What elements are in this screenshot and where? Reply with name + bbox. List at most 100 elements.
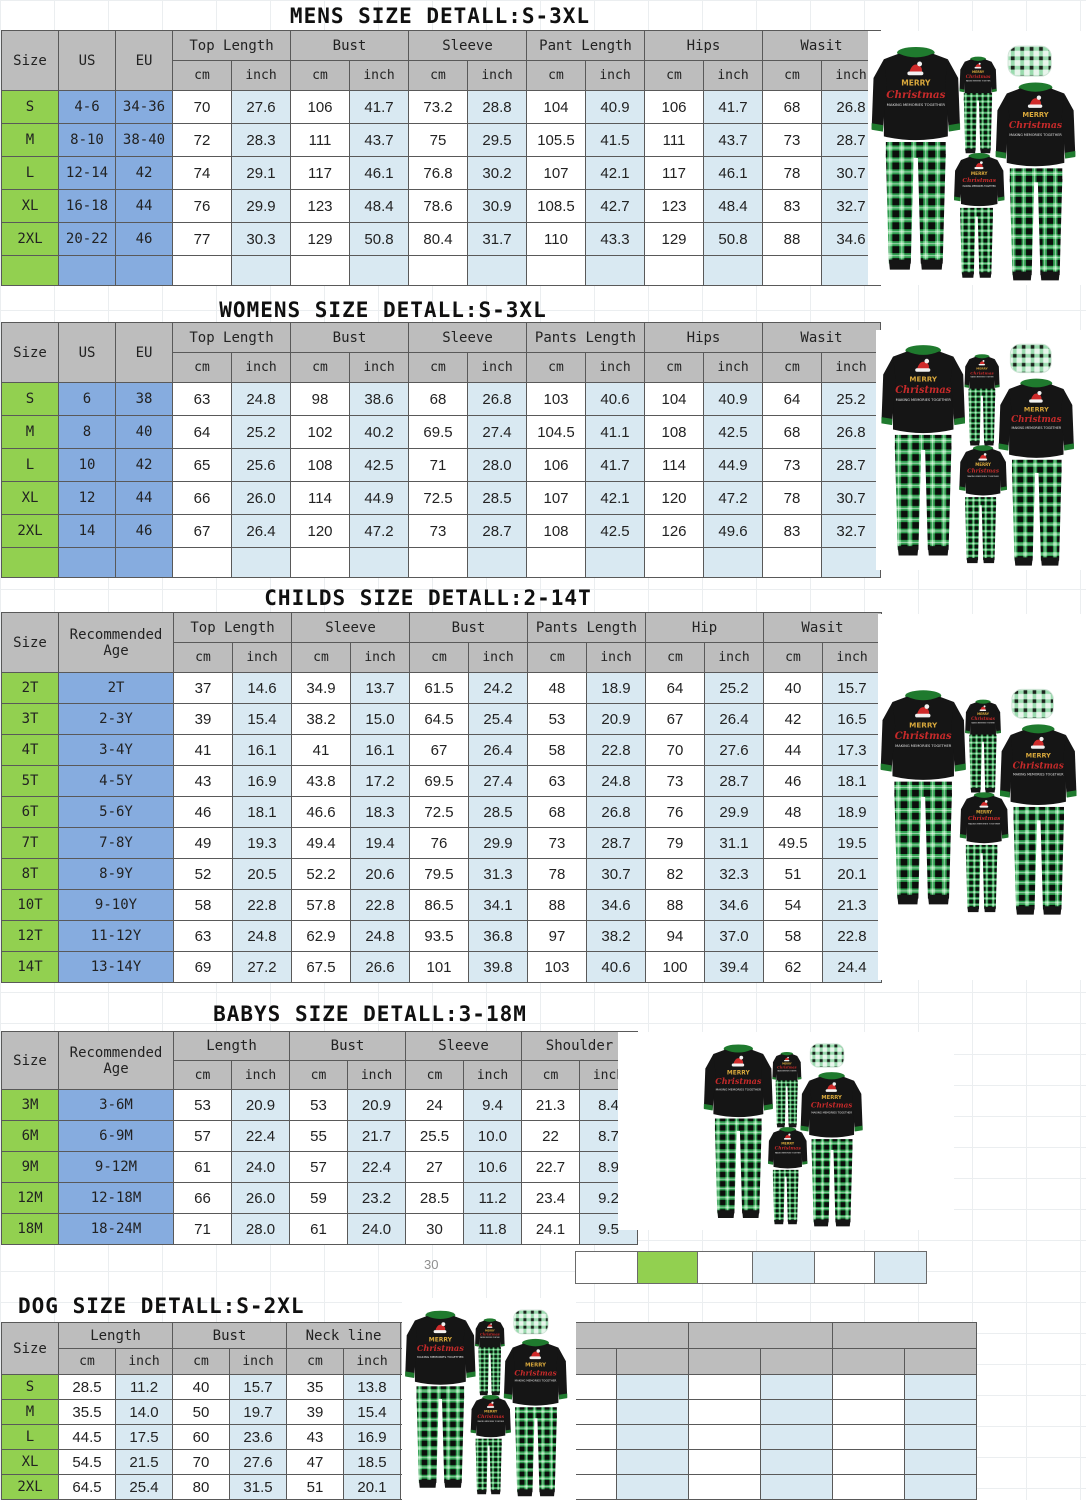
group-header-empty bbox=[688, 1322, 833, 1349]
pre-cell: 9-12M bbox=[58, 1151, 174, 1183]
value-cell bbox=[688, 1449, 761, 1475]
table-row: 7T 7-8Y 49 19.3 49.4 19.4 76 29.9 73 28.7 79 31.1 49… bbox=[1, 827, 882, 859]
size-cell: 6M bbox=[1, 1120, 59, 1152]
pre-cell: 3-6M bbox=[58, 1089, 174, 1121]
size-cell: 9M bbox=[1, 1151, 59, 1183]
value-cell: 82 bbox=[645, 858, 705, 890]
unit-header: cm bbox=[763, 642, 823, 673]
header-group-row: Size US EU Top Length Bust Sleeve Pants Length… bbox=[1, 322, 881, 383]
value-cell: 76 bbox=[409, 827, 469, 859]
value-cell: 111 bbox=[290, 123, 350, 157]
pre-cell bbox=[115, 255, 173, 286]
value-cell: 71 bbox=[173, 1213, 232, 1245]
value-cell bbox=[832, 1474, 905, 1500]
unit-header: inch bbox=[704, 642, 764, 673]
value-cell: 25.4 bbox=[468, 703, 528, 735]
column-header: Size bbox=[1, 612, 59, 673]
value-cell: 117 bbox=[290, 156, 350, 190]
value-cell: 27.4 bbox=[467, 415, 527, 449]
value-cell: 49.4 bbox=[291, 827, 351, 859]
value-cell: 15.4 bbox=[343, 1399, 401, 1425]
value-cell: 62.9 bbox=[291, 920, 351, 952]
value-cell: 24.0 bbox=[347, 1213, 406, 1245]
unit-header: inch bbox=[821, 352, 881, 383]
value-cell: 44.9 bbox=[349, 481, 409, 515]
value-cell bbox=[526, 255, 586, 286]
group-header: Bust bbox=[290, 30, 409, 61]
value-cell: 20.1 bbox=[343, 1474, 401, 1500]
value-cell: 65 bbox=[172, 448, 232, 482]
size-cell: 8T bbox=[1, 858, 59, 890]
unit-header: cm bbox=[527, 642, 587, 673]
value-cell: 108 bbox=[290, 448, 350, 482]
group-header: Length bbox=[173, 1031, 290, 1061]
table-row: 3M 3-6M 53 20.9 53 20.9 24 9.4 21.3 8.4 bbox=[1, 1089, 638, 1121]
value-cell: 43.8 bbox=[291, 765, 351, 797]
value-cell: 68 bbox=[527, 796, 587, 828]
size-table-mens: Size US EU Top Length Bust Sleeve Pant Length H… bbox=[1, 30, 881, 286]
value-cell: 23.6 bbox=[229, 1424, 287, 1450]
size-cell: 3M bbox=[1, 1089, 59, 1121]
value-cell: 24.8 bbox=[350, 920, 410, 952]
value-cell bbox=[703, 547, 763, 578]
value-cell: 110 bbox=[526, 222, 586, 256]
value-cell: 71 bbox=[408, 448, 468, 482]
value-cell: 40.2 bbox=[349, 415, 409, 449]
value-cell: 59 bbox=[289, 1182, 348, 1214]
value-cell: 30.2 bbox=[467, 156, 527, 190]
size-table-babys: Size Recommended Age Length Bust Sleeve Shoul… bbox=[1, 1031, 638, 1245]
value-cell: 106 bbox=[526, 448, 586, 482]
product-photo-family-pajamas-childs bbox=[878, 614, 1086, 980]
unit-header: inch bbox=[343, 1348, 401, 1375]
value-cell: 100 bbox=[645, 951, 705, 983]
unit-header: inch bbox=[468, 642, 528, 673]
unit-header: inch bbox=[703, 352, 763, 383]
value-cell: 48 bbox=[527, 672, 587, 704]
mens-table-title: MENS SIZE DETALL:S-3XL bbox=[289, 4, 591, 28]
value-cell: 49 bbox=[173, 827, 233, 859]
unit-header bbox=[616, 1348, 689, 1375]
value-cell: 15.4 bbox=[232, 703, 292, 735]
value-cell: 41.7 bbox=[585, 448, 645, 482]
value-cell bbox=[172, 255, 232, 286]
value-cell: 28.5 bbox=[468, 796, 528, 828]
value-cell bbox=[231, 255, 291, 286]
value-cell: 126 bbox=[644, 514, 704, 548]
value-cell: 22 bbox=[521, 1120, 580, 1152]
value-cell bbox=[703, 255, 763, 286]
column-header: EU bbox=[115, 30, 173, 91]
value-cell: 94 bbox=[645, 920, 705, 952]
header-unit-row: cm inch cm inch cm inch cm inch bbox=[2, 1060, 638, 1090]
unit-header: inch bbox=[586, 642, 646, 673]
group-header: Bust bbox=[172, 1322, 287, 1349]
value-cell bbox=[688, 1374, 761, 1400]
group-header: Bust bbox=[290, 322, 409, 353]
value-cell: 16.1 bbox=[232, 734, 292, 766]
value-cell: 72.5 bbox=[408, 481, 468, 515]
value-cell: 28.7 bbox=[821, 448, 881, 482]
unit-header: inch bbox=[231, 352, 291, 383]
value-cell: 64.5 bbox=[409, 703, 469, 735]
value-cell bbox=[349, 547, 409, 578]
size-cell: S bbox=[1, 1374, 59, 1400]
value-cell: 42.5 bbox=[703, 415, 763, 449]
size-cell: 2XL bbox=[1, 222, 59, 256]
table-row: 2XL 14 46 67 26.4 120 47.2 73 28.7 108 42.5 126 49.6… bbox=[1, 514, 881, 548]
value-cell bbox=[904, 1474, 977, 1500]
header-unit-row: cm inch cm inch cm inch cm inch cm inch cm inch bbox=[2, 642, 882, 673]
value-cell bbox=[616, 1424, 689, 1450]
value-cell: 20.9 bbox=[231, 1089, 290, 1121]
table-row: 6M 6-9M 57 22.4 55 21.7 25.5 10.0 22 8.7 bbox=[1, 1120, 638, 1152]
value-cell: 31.3 bbox=[468, 858, 528, 890]
value-cell: 63 bbox=[527, 765, 587, 797]
value-cell: 107 bbox=[526, 156, 586, 190]
value-cell: 80.4 bbox=[408, 222, 468, 256]
column-header: Size bbox=[1, 1031, 59, 1090]
table-row: 12M 12-18M 66 26.0 59 23.2 28.5 11.2 23.4 9.2 bbox=[1, 1182, 638, 1214]
unit-header: inch bbox=[585, 60, 645, 91]
value-cell: 26.4 bbox=[704, 703, 764, 735]
value-cell: 27.2 bbox=[232, 951, 292, 983]
value-cell: 62 bbox=[763, 951, 823, 983]
value-cell bbox=[616, 1374, 689, 1400]
